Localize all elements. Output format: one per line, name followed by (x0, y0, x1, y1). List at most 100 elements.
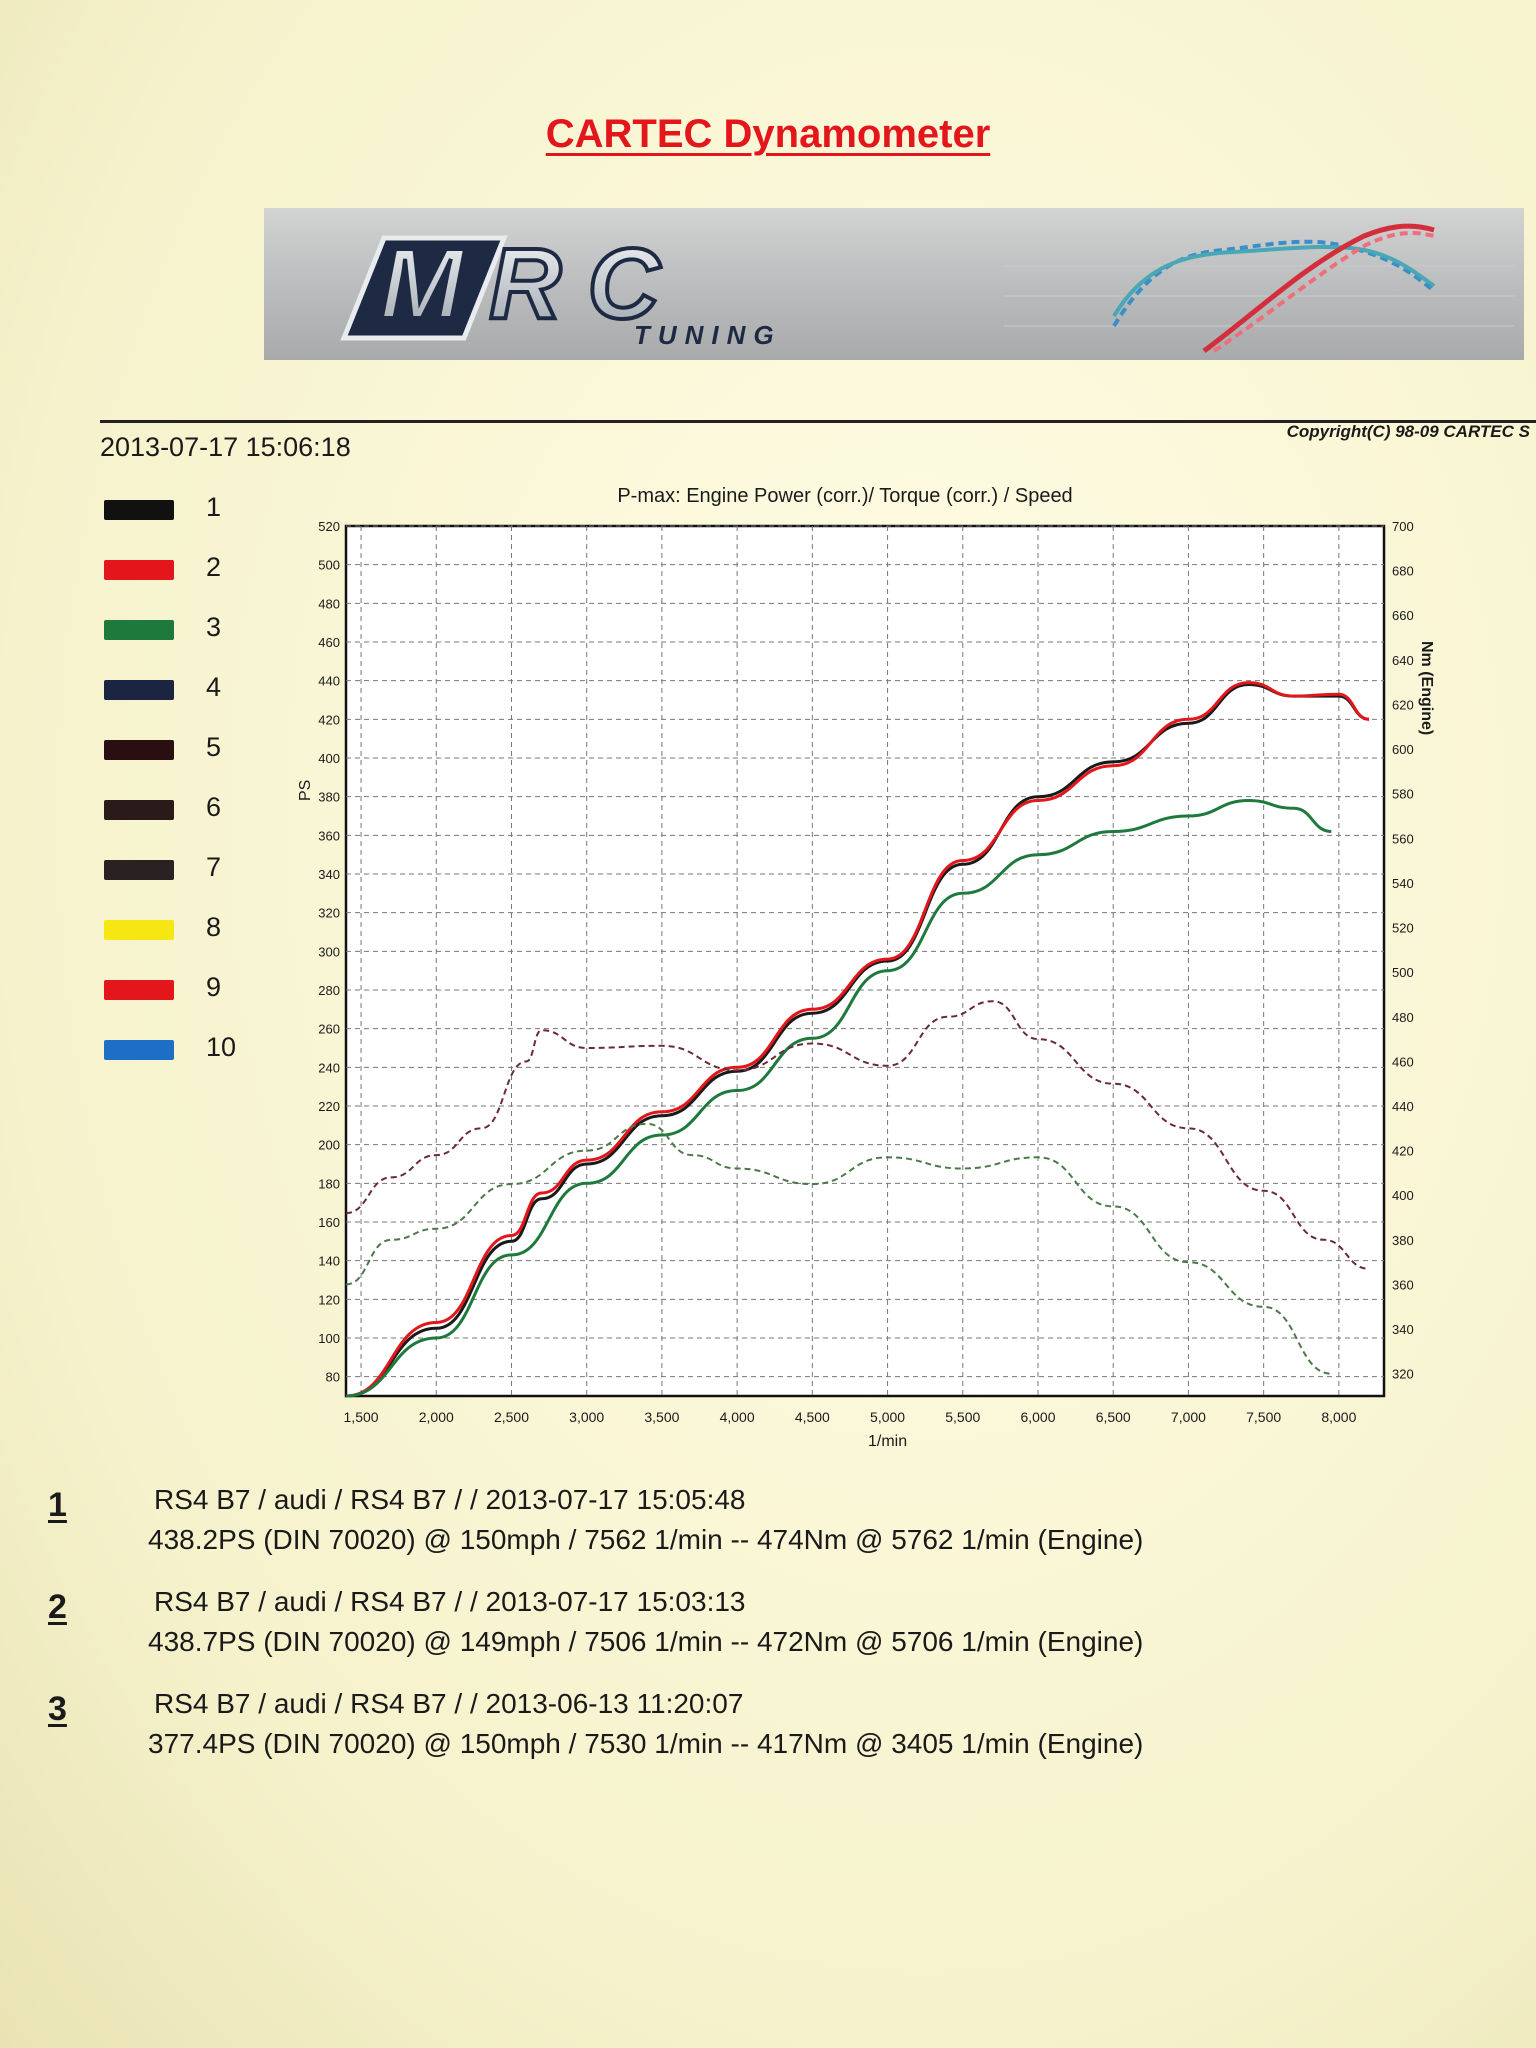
legend-item: 6 (100, 792, 260, 832)
legend-swatch (104, 1040, 174, 1060)
y-tick-label: 340 (318, 867, 340, 882)
y-tick-label: 80 (326, 1370, 340, 1385)
x-tick-label: 8,000 (1321, 1409, 1356, 1425)
y-tick-label: 140 (318, 1254, 340, 1269)
run-number: 1 (48, 1486, 67, 1524)
legend-item: 10 (100, 1032, 260, 1072)
legend-item: 4 (100, 672, 260, 712)
legend-label: 7 (206, 852, 222, 882)
copyright-note: Copyright(C) 98-09 CARTEC S (1286, 422, 1530, 441)
run-number: 3 (48, 1690, 67, 1728)
legend-item: 5 (100, 732, 260, 772)
y-tick-label: 240 (318, 1060, 340, 1075)
y2-tick-label: 340 (1392, 1322, 1414, 1337)
legend-swatch (104, 860, 174, 880)
y2-tick-label: 460 (1392, 1054, 1414, 1069)
y2-tick-label: 560 (1392, 831, 1414, 846)
y2-tick-label: 540 (1392, 876, 1414, 891)
y2-tick-label: 420 (1392, 1144, 1414, 1159)
y-tick-label: 380 (318, 790, 340, 805)
legend-item: 1 (100, 492, 260, 532)
legend-swatch (104, 740, 174, 760)
legend-swatch (104, 560, 174, 580)
series-line-power-1 (345, 682, 1370, 1398)
legend-swatch (104, 800, 174, 820)
run-summary: 1 RS4 B7 / audi / RS4 B7 / / 2013-07-17 1… (40, 1480, 1500, 1580)
x-tick-label: 4,000 (720, 1409, 755, 1425)
banner-sub: TUNING (634, 320, 782, 348)
run-result-line: 438.7PS (DIN 70020) @ 149mph / 7506 1/mi… (148, 1626, 1144, 1657)
y2-tick-label: 360 (1392, 1277, 1414, 1292)
run-number: 2 (48, 1588, 67, 1626)
legend-swatch (104, 920, 174, 940)
y2-tick-label: 580 (1392, 787, 1414, 802)
legend-item: 8 (100, 912, 260, 952)
y2-tick-label: 680 (1392, 564, 1414, 579)
y2-tick-label: 640 (1392, 653, 1414, 668)
y2-tick-label: 400 (1392, 1188, 1414, 1203)
y-tick-label: 360 (318, 828, 340, 843)
series-line-torque-3 (345, 1122, 1332, 1375)
legend-label: 1 (206, 492, 222, 522)
run-summary: 2 RS4 B7 / audi / RS4 B7 / / 2013-07-17 1… (40, 1582, 1500, 1682)
x-tick-label: 4,500 (795, 1409, 830, 1425)
y-tick-label: 200 (318, 1138, 340, 1153)
y-axis-label: PS (297, 780, 314, 801)
dyno-chart: P-max: Engine Power (corr.)/ Torque (cor… (297, 485, 1435, 1450)
y2-tick-label: 660 (1392, 608, 1414, 623)
run-vehicle-line: RS4 B7 / audi / RS4 B7 / / 2013-07-17 15… (154, 1484, 746, 1515)
page-title: CARTEC Dynamometer (545, 112, 991, 156)
run-vehicle-line: RS4 B7 / audi / RS4 B7 / / 2013-06-13 11… (154, 1688, 744, 1719)
run-vehicle-line: RS4 B7 / audi / RS4 B7 / / 2013-07-17 15… (154, 1586, 746, 1617)
y-tick-label: 520 (318, 519, 340, 534)
y-tick-label: 320 (318, 906, 340, 921)
x-tick-label: 6,000 (1020, 1409, 1055, 1425)
x-axis-label: 1/min (868, 1433, 907, 1450)
run-summary: 3 RS4 B7 / audi / RS4 B7 / / 2013-06-13 1… (40, 1684, 1500, 1784)
y-tick-label: 160 (318, 1215, 340, 1230)
y2-tick-label: 700 (1392, 519, 1414, 534)
x-tick-label: 5,000 (870, 1409, 905, 1425)
legend-swatch (104, 620, 174, 640)
legend-label: 8 (206, 912, 222, 942)
series-line-power-3 (345, 798, 1332, 1398)
y-tick-label: 420 (318, 712, 340, 727)
y-tick-label: 460 (318, 635, 340, 650)
y2-tick-label: 480 (1392, 1010, 1414, 1025)
y-tick-label: 480 (318, 596, 340, 611)
x-tick-label: 2,500 (494, 1409, 529, 1425)
y2-tick-label: 380 (1392, 1233, 1414, 1248)
mrc-tuning-banner: MRC TUNING (264, 208, 1524, 360)
y-tick-label: 300 (318, 944, 340, 959)
x-tick-label: 5,500 (945, 1409, 980, 1425)
legend-item: 2 (100, 552, 260, 592)
legend-label: 6 (206, 792, 222, 822)
y-tick-label: 400 (318, 751, 340, 766)
legend-item: 3 (100, 612, 260, 652)
legend-label: 10 (206, 1032, 237, 1062)
run-result-line: 377.4PS (DIN 70020) @ 150mph / 7530 1/mi… (148, 1728, 1144, 1759)
y-tick-label: 280 (318, 983, 340, 998)
y-tick-label: 260 (318, 1022, 340, 1037)
banner-mini-chart (1004, 223, 1514, 353)
mrc-logo: MRC TUNING (340, 226, 782, 348)
y2-tick-label: 600 (1392, 742, 1414, 757)
legend-swatch (104, 680, 174, 700)
legend-swatch (104, 980, 174, 1000)
y-tick-label: 500 (318, 558, 340, 573)
y-tick-label: 120 (318, 1292, 340, 1307)
y2-tick-label: 620 (1392, 697, 1414, 712)
y-tick-label: 220 (318, 1099, 340, 1114)
print-timestamp: 2013-07-17 15:06:18 (100, 432, 351, 462)
legend-label: 3 (206, 612, 222, 642)
x-tick-label: 2,000 (419, 1409, 454, 1425)
legend-label: 9 (206, 972, 222, 1002)
x-tick-label: 3,000 (569, 1409, 604, 1425)
run-result-line: 438.2PS (DIN 70020) @ 150mph / 7562 1/mi… (148, 1524, 1144, 1555)
legend-item: 9 (100, 972, 260, 1012)
x-tick-label: 6,500 (1096, 1409, 1131, 1425)
header-rule (100, 420, 1536, 423)
x-tick-label: 7,500 (1246, 1409, 1281, 1425)
plot-area (344, 524, 1386, 1398)
